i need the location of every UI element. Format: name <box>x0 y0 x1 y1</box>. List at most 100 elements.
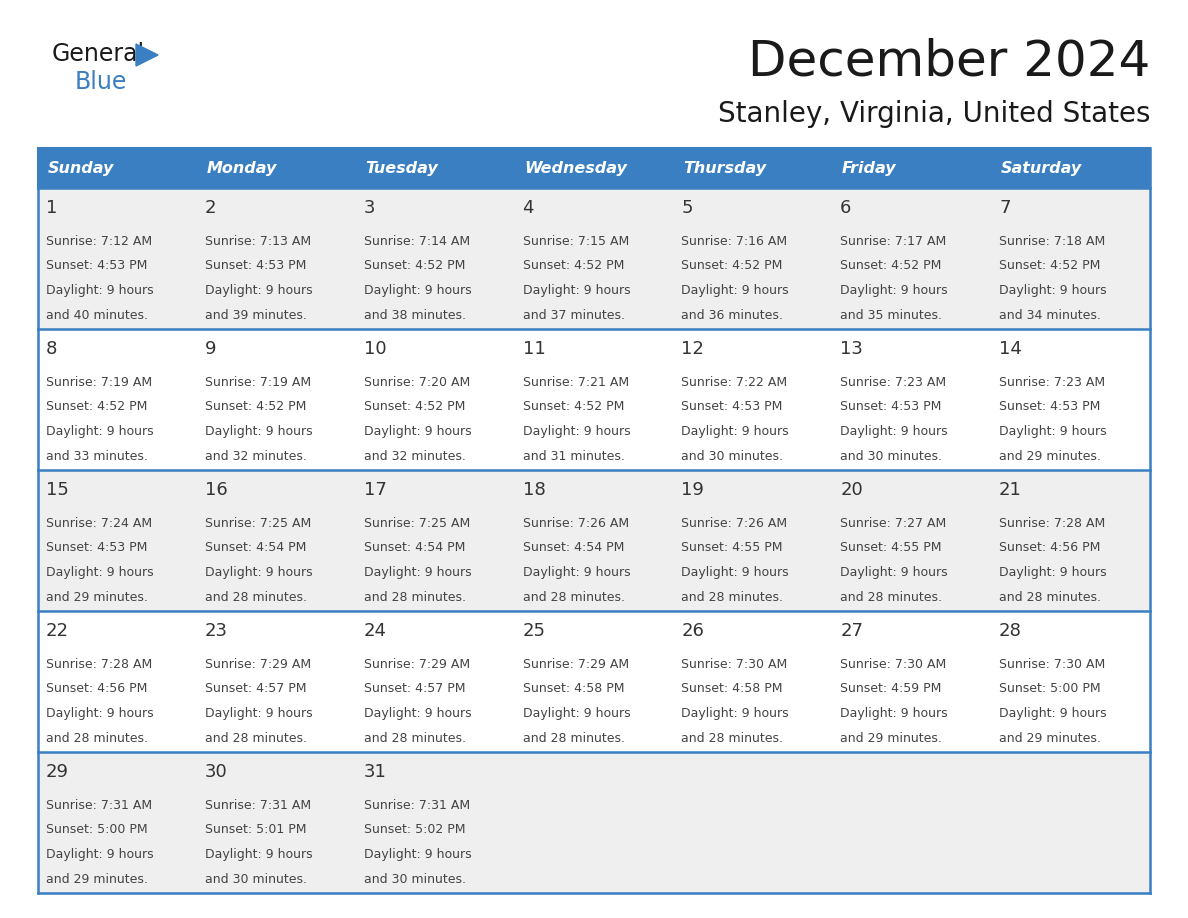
Text: Sunrise: 7:18 AM: Sunrise: 7:18 AM <box>999 234 1105 248</box>
Text: Wednesday: Wednesday <box>524 161 627 175</box>
Text: 20: 20 <box>840 481 862 499</box>
Text: and 28 minutes.: and 28 minutes. <box>523 590 625 603</box>
Text: December 2024: December 2024 <box>747 38 1150 86</box>
Text: Sunset: 4:59 PM: Sunset: 4:59 PM <box>840 682 942 695</box>
Text: Sunrise: 7:19 AM: Sunrise: 7:19 AM <box>204 375 311 388</box>
Text: Daylight: 9 hours: Daylight: 9 hours <box>999 707 1107 720</box>
Text: Sunset: 4:53 PM: Sunset: 4:53 PM <box>682 400 783 413</box>
Text: and 35 minutes.: and 35 minutes. <box>840 308 942 321</box>
Bar <box>991 148 1150 188</box>
Bar <box>514 752 674 893</box>
Text: Sunset: 4:52 PM: Sunset: 4:52 PM <box>682 259 783 273</box>
Text: and 28 minutes.: and 28 minutes. <box>204 732 307 744</box>
Bar <box>514 329 674 470</box>
Text: Daylight: 9 hours: Daylight: 9 hours <box>46 848 153 861</box>
Text: Thursday: Thursday <box>683 161 766 175</box>
Text: and 36 minutes.: and 36 minutes. <box>682 308 783 321</box>
Text: Sunset: 5:02 PM: Sunset: 5:02 PM <box>364 823 466 836</box>
Text: and 39 minutes.: and 39 minutes. <box>204 308 307 321</box>
Bar <box>355 148 514 188</box>
Text: Daylight: 9 hours: Daylight: 9 hours <box>840 284 948 297</box>
Bar <box>833 188 991 329</box>
Text: Sunrise: 7:30 AM: Sunrise: 7:30 AM <box>682 657 788 670</box>
Text: and 28 minutes.: and 28 minutes. <box>364 732 466 744</box>
Text: and 28 minutes.: and 28 minutes. <box>999 590 1101 603</box>
Text: Daylight: 9 hours: Daylight: 9 hours <box>682 565 789 579</box>
Text: Sunset: 4:57 PM: Sunset: 4:57 PM <box>204 682 307 695</box>
Bar <box>833 470 991 611</box>
Text: 9: 9 <box>204 341 216 358</box>
Text: Sunset: 4:53 PM: Sunset: 4:53 PM <box>999 400 1100 413</box>
Bar <box>38 188 197 329</box>
Text: General: General <box>52 42 145 66</box>
Text: Sunset: 4:55 PM: Sunset: 4:55 PM <box>682 542 783 554</box>
Text: Daylight: 9 hours: Daylight: 9 hours <box>682 425 789 438</box>
Text: Sunset: 4:52 PM: Sunset: 4:52 PM <box>523 259 624 273</box>
Bar <box>833 611 991 752</box>
Text: Sunset: 5:01 PM: Sunset: 5:01 PM <box>204 823 307 836</box>
Polygon shape <box>135 44 158 66</box>
Text: 16: 16 <box>204 481 228 499</box>
Text: 3: 3 <box>364 199 375 218</box>
Text: 23: 23 <box>204 622 228 640</box>
Text: 24: 24 <box>364 622 386 640</box>
Text: Sunset: 4:56 PM: Sunset: 4:56 PM <box>46 682 147 695</box>
Text: Sunset: 4:57 PM: Sunset: 4:57 PM <box>364 682 466 695</box>
Text: Sunset: 4:53 PM: Sunset: 4:53 PM <box>46 259 147 273</box>
Text: 22: 22 <box>46 622 69 640</box>
Text: Sunset: 4:56 PM: Sunset: 4:56 PM <box>999 542 1100 554</box>
Text: Sunset: 4:53 PM: Sunset: 4:53 PM <box>840 400 942 413</box>
Text: Sunrise: 7:23 AM: Sunrise: 7:23 AM <box>840 375 947 388</box>
Text: Sunrise: 7:30 AM: Sunrise: 7:30 AM <box>840 657 947 670</box>
Text: Sunrise: 7:13 AM: Sunrise: 7:13 AM <box>204 234 311 248</box>
Text: 1: 1 <box>46 199 57 218</box>
Text: Sunrise: 7:14 AM: Sunrise: 7:14 AM <box>364 234 469 248</box>
Bar <box>355 611 514 752</box>
Bar <box>197 148 355 188</box>
Text: Sunset: 4:52 PM: Sunset: 4:52 PM <box>364 259 465 273</box>
Text: Sunrise: 7:28 AM: Sunrise: 7:28 AM <box>999 517 1105 530</box>
Text: Blue: Blue <box>75 70 127 94</box>
Text: 4: 4 <box>523 199 535 218</box>
Text: Daylight: 9 hours: Daylight: 9 hours <box>364 425 472 438</box>
Text: and 28 minutes.: and 28 minutes. <box>840 590 942 603</box>
Text: Sunrise: 7:29 AM: Sunrise: 7:29 AM <box>204 657 311 670</box>
Bar <box>674 188 833 329</box>
Text: and 30 minutes.: and 30 minutes. <box>840 450 942 463</box>
Text: Daylight: 9 hours: Daylight: 9 hours <box>364 848 472 861</box>
Text: Saturday: Saturday <box>1000 161 1082 175</box>
Text: Daylight: 9 hours: Daylight: 9 hours <box>46 425 153 438</box>
Bar <box>38 752 197 893</box>
Text: Daylight: 9 hours: Daylight: 9 hours <box>840 565 948 579</box>
Text: and 28 minutes.: and 28 minutes. <box>364 590 466 603</box>
Bar <box>833 752 991 893</box>
Text: 15: 15 <box>46 481 69 499</box>
Text: and 34 minutes.: and 34 minutes. <box>999 308 1101 321</box>
Text: 31: 31 <box>364 763 386 781</box>
Text: 10: 10 <box>364 341 386 358</box>
Text: and 28 minutes.: and 28 minutes. <box>682 732 783 744</box>
Text: Sunset: 4:52 PM: Sunset: 4:52 PM <box>840 259 942 273</box>
Text: Daylight: 9 hours: Daylight: 9 hours <box>682 707 789 720</box>
Text: 13: 13 <box>840 341 864 358</box>
Bar <box>674 752 833 893</box>
Bar <box>674 470 833 611</box>
Bar <box>197 752 355 893</box>
Text: 19: 19 <box>682 481 704 499</box>
Text: 28: 28 <box>999 622 1022 640</box>
Text: and 30 minutes.: and 30 minutes. <box>364 872 466 886</box>
Text: Sunset: 4:54 PM: Sunset: 4:54 PM <box>204 542 307 554</box>
Text: Sunset: 4:52 PM: Sunset: 4:52 PM <box>999 259 1100 273</box>
Text: and 28 minutes.: and 28 minutes. <box>682 590 783 603</box>
Text: and 32 minutes.: and 32 minutes. <box>364 450 466 463</box>
Text: Daylight: 9 hours: Daylight: 9 hours <box>523 565 630 579</box>
Text: Sunset: 4:55 PM: Sunset: 4:55 PM <box>840 542 942 554</box>
Text: 27: 27 <box>840 622 864 640</box>
Text: Sunrise: 7:16 AM: Sunrise: 7:16 AM <box>682 234 788 248</box>
Text: 12: 12 <box>682 341 704 358</box>
Text: Sunrise: 7:29 AM: Sunrise: 7:29 AM <box>523 657 628 670</box>
Text: Sunset: 4:52 PM: Sunset: 4:52 PM <box>204 400 307 413</box>
Text: Daylight: 9 hours: Daylight: 9 hours <box>999 284 1107 297</box>
Bar <box>197 470 355 611</box>
Bar <box>674 148 833 188</box>
